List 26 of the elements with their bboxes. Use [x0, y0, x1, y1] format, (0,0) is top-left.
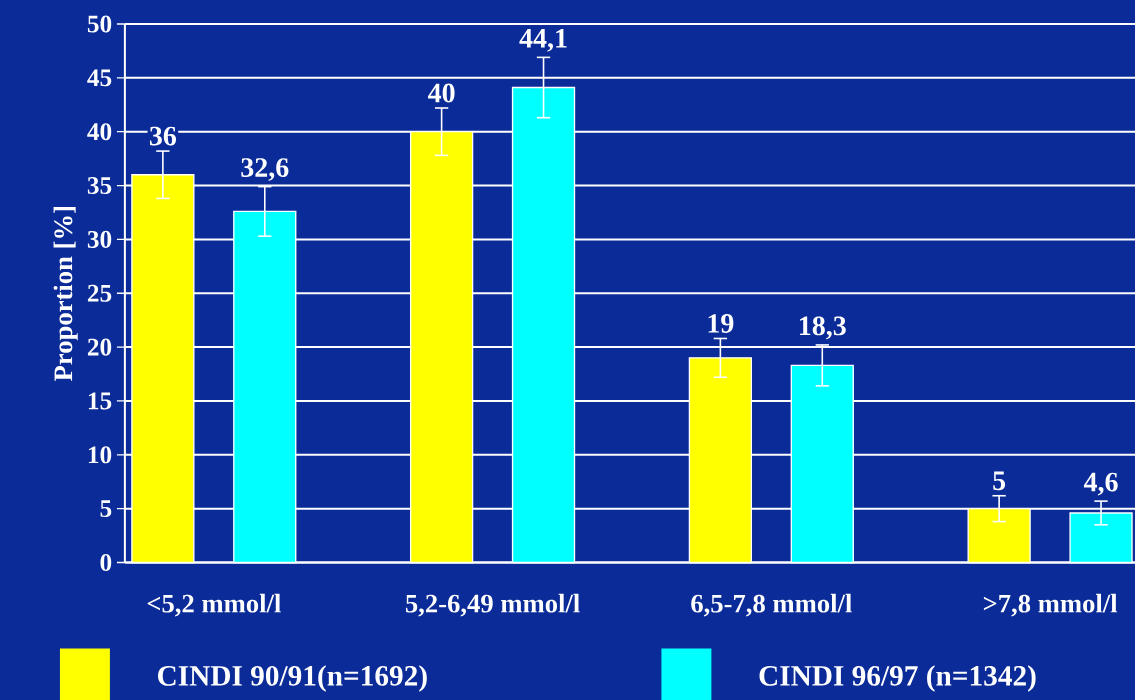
y-axis-title: Proportion [%]	[53, 206, 78, 381]
y-tick-label: 0	[100, 553, 112, 571]
y-tick-label: 30	[87, 230, 112, 248]
data-label: 36	[149, 126, 177, 146]
data-label: 5	[993, 471, 1006, 490]
data-label: 4,6	[1083, 472, 1118, 496]
x-tick-label: <5,2 mmol/l	[147, 593, 281, 617]
x-tick-label: >7,8 mmol/l	[983, 593, 1118, 617]
data-label: 44,1	[519, 28, 567, 52]
data-label: 32,6	[241, 157, 289, 181]
y-tick-label: 15	[88, 392, 112, 410]
y-tick-label: 10	[88, 446, 112, 464]
y-tick-label: 35	[87, 176, 112, 194]
legend-label: CINDI 90/91(n=1692)	[158, 664, 427, 692]
y-tick-label: 5	[100, 500, 112, 517]
x-tick-label: 6,5-7,8 mmol/l	[691, 593, 852, 617]
x-tick-label: 5,2-6,49 mmol/l	[405, 593, 580, 617]
data-label: 18,3	[800, 316, 846, 340]
y-tick-label: 20	[87, 338, 112, 356]
y-tick-label: 40	[87, 122, 112, 141]
y-tick-label: 50	[87, 15, 112, 33]
legend-label: CINDI 96/97 (n=1342)	[759, 664, 1036, 692]
y-tick-label: 25	[87, 284, 112, 302]
data-label: 19	[708, 313, 734, 333]
y-tick-label: 45	[87, 69, 112, 87]
data-label: 40	[428, 83, 455, 103]
